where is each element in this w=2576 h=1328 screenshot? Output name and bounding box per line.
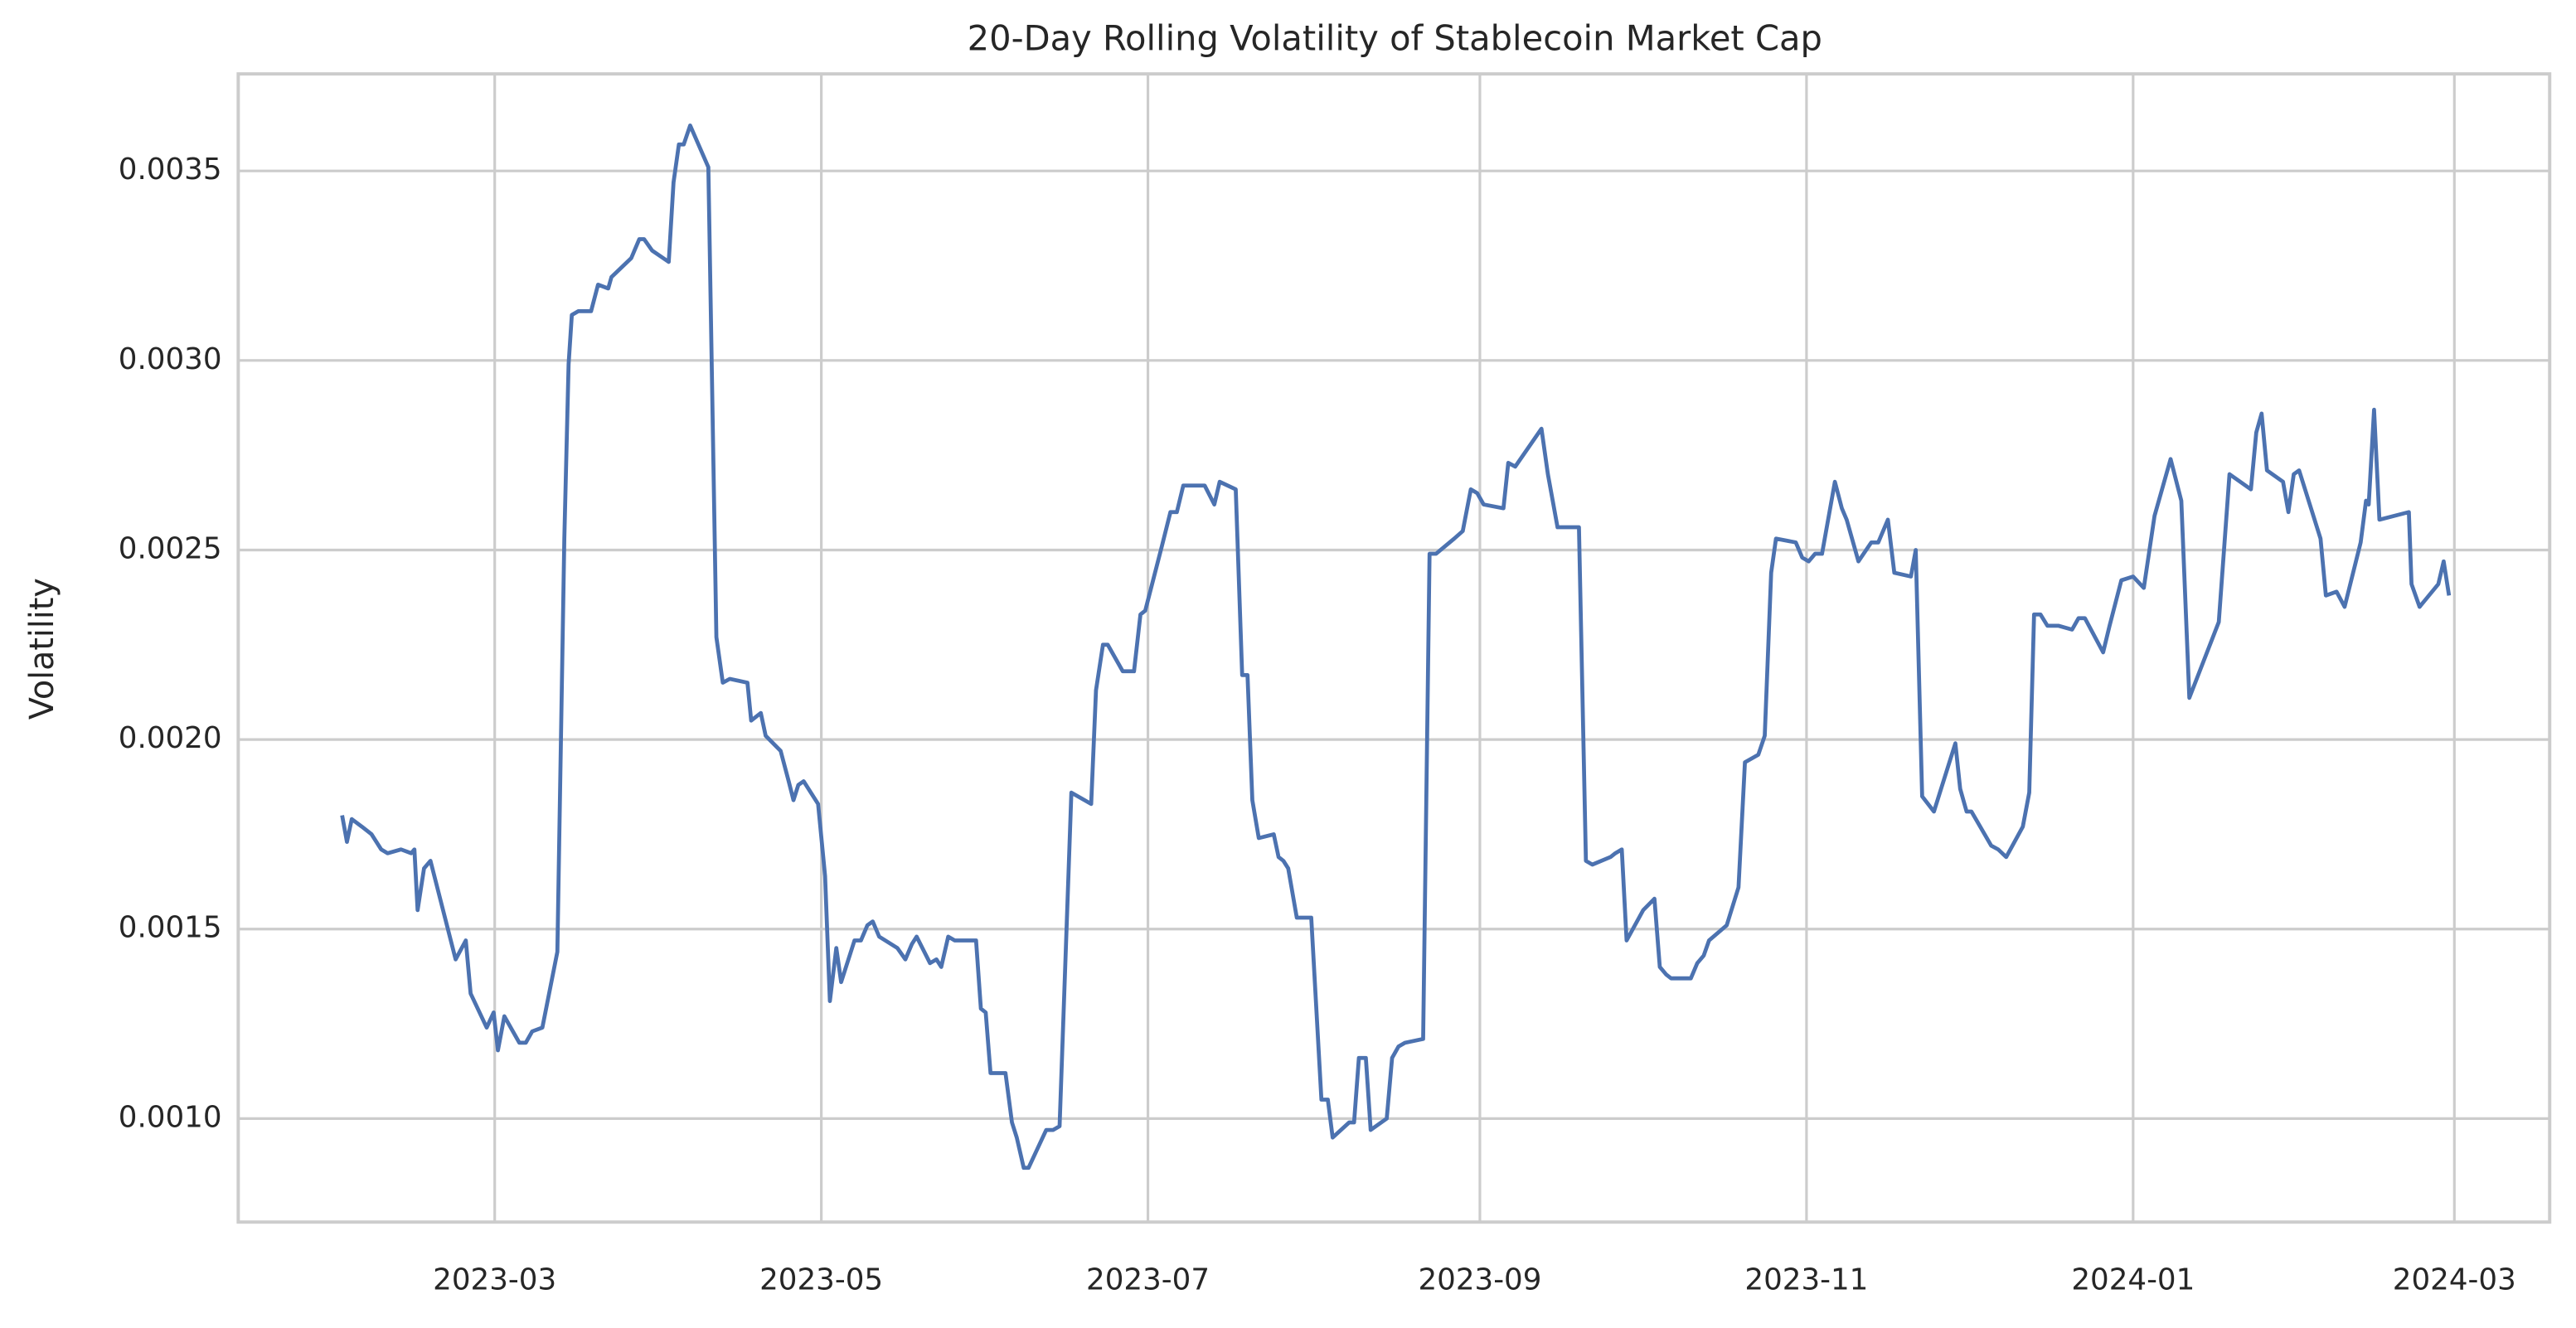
x-tick-label: 2023-09 [1418, 1263, 1541, 1297]
x-tick-label: 2023-03 [433, 1263, 556, 1297]
y-tick-label: 0.0020 [119, 721, 222, 755]
data-line [340, 123, 2452, 1170]
chart-title: 20-Day Rolling Volatility of Stablecoin … [968, 18, 1822, 59]
x-tick-label: 2024-01 [2071, 1263, 2195, 1297]
x-tick-label: 2023-05 [759, 1263, 883, 1297]
y-tick-label: 0.0015 [119, 911, 222, 945]
x-tick-label: 2023-11 [1744, 1263, 1868, 1297]
y-tick-label: 0.0025 [119, 531, 222, 565]
y-axis-label: Volatility [23, 578, 61, 720]
plot-frame [236, 72, 2552, 1224]
y-tick-label: 0.0010 [119, 1100, 222, 1134]
x-tick-label: 2024-03 [2393, 1263, 2516, 1297]
x-tick-label: 2023-07 [1086, 1263, 1210, 1297]
y-tick-label: 0.0035 [119, 153, 222, 187]
y-tick-label: 0.0030 [119, 342, 222, 376]
